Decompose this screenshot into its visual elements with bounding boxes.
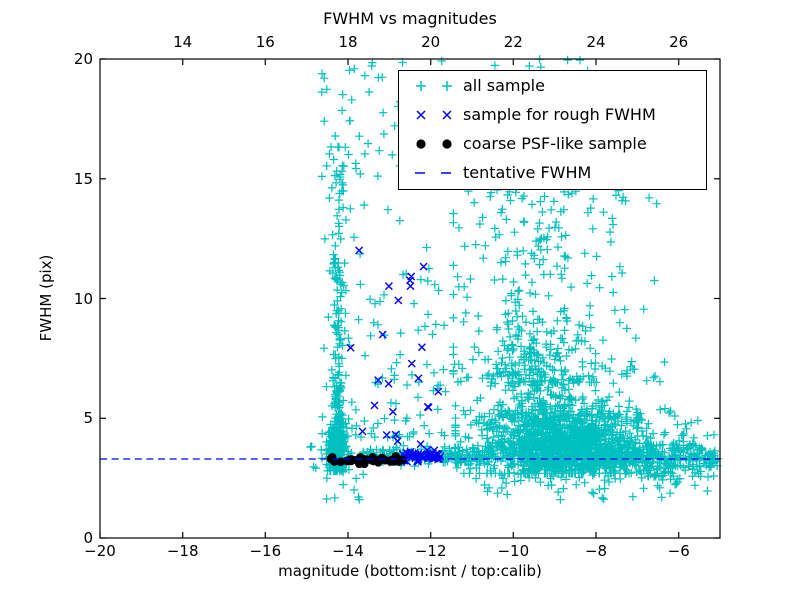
legend-entry-all-sample: all sample (399, 71, 706, 100)
x-marker-icon (416, 109, 452, 120)
top-tick-label: 16 (255, 33, 275, 51)
x-tick-label: −6 (667, 542, 690, 560)
top-tick-label: 22 (503, 33, 523, 51)
top-tick-label: 20 (421, 33, 441, 51)
legend-label: coarse PSF-like sample (463, 134, 647, 153)
x-axis-label: magnitude (bottom:isnt / top:calib) (278, 562, 542, 580)
dash-marker-icon (415, 171, 451, 174)
legend-entry-psf-like: coarse PSF-like sample (399, 129, 706, 158)
x-tick-label: −20 (84, 542, 116, 560)
legend-entry-rough-fwhm: sample for rough FWHM (399, 100, 706, 129)
legend-label: tentative FWHM (463, 163, 592, 182)
y-tick-label: 15 (73, 169, 93, 188)
top-tick-label: 26 (669, 33, 689, 51)
x-tick-label: −8 (584, 542, 608, 560)
top-tick-label: 24 (586, 33, 606, 51)
x-tick-label: −16 (249, 542, 282, 560)
plus-marker-icon (416, 80, 452, 91)
y-tick-label: 5 (83, 409, 93, 428)
legend: all sample sample for rough FWHM coarse … (398, 70, 707, 190)
legend-label: all sample (463, 76, 545, 95)
dot-marker-icon (416, 138, 452, 149)
top-tick-label: 18 (338, 33, 358, 51)
chart-title: FWHM vs magnitudes (323, 9, 497, 28)
top-tick-label: 14 (173, 33, 193, 51)
x-tick-label: −18 (166, 542, 199, 560)
y-tick-label: 0 (83, 529, 93, 547)
legend-label: sample for rough FWHM (463, 105, 656, 124)
legend-entry-tentative-fwhm: tentative FWHM (399, 158, 706, 187)
y-axis-label: FWHM (pix) (37, 254, 55, 342)
x-tick-label: −12 (414, 542, 447, 560)
y-tick-label: 20 (73, 50, 93, 68)
y-tick-label: 10 (73, 289, 93, 308)
x-tick-label: −10 (497, 542, 530, 560)
x-tick-label: −14 (332, 542, 364, 560)
